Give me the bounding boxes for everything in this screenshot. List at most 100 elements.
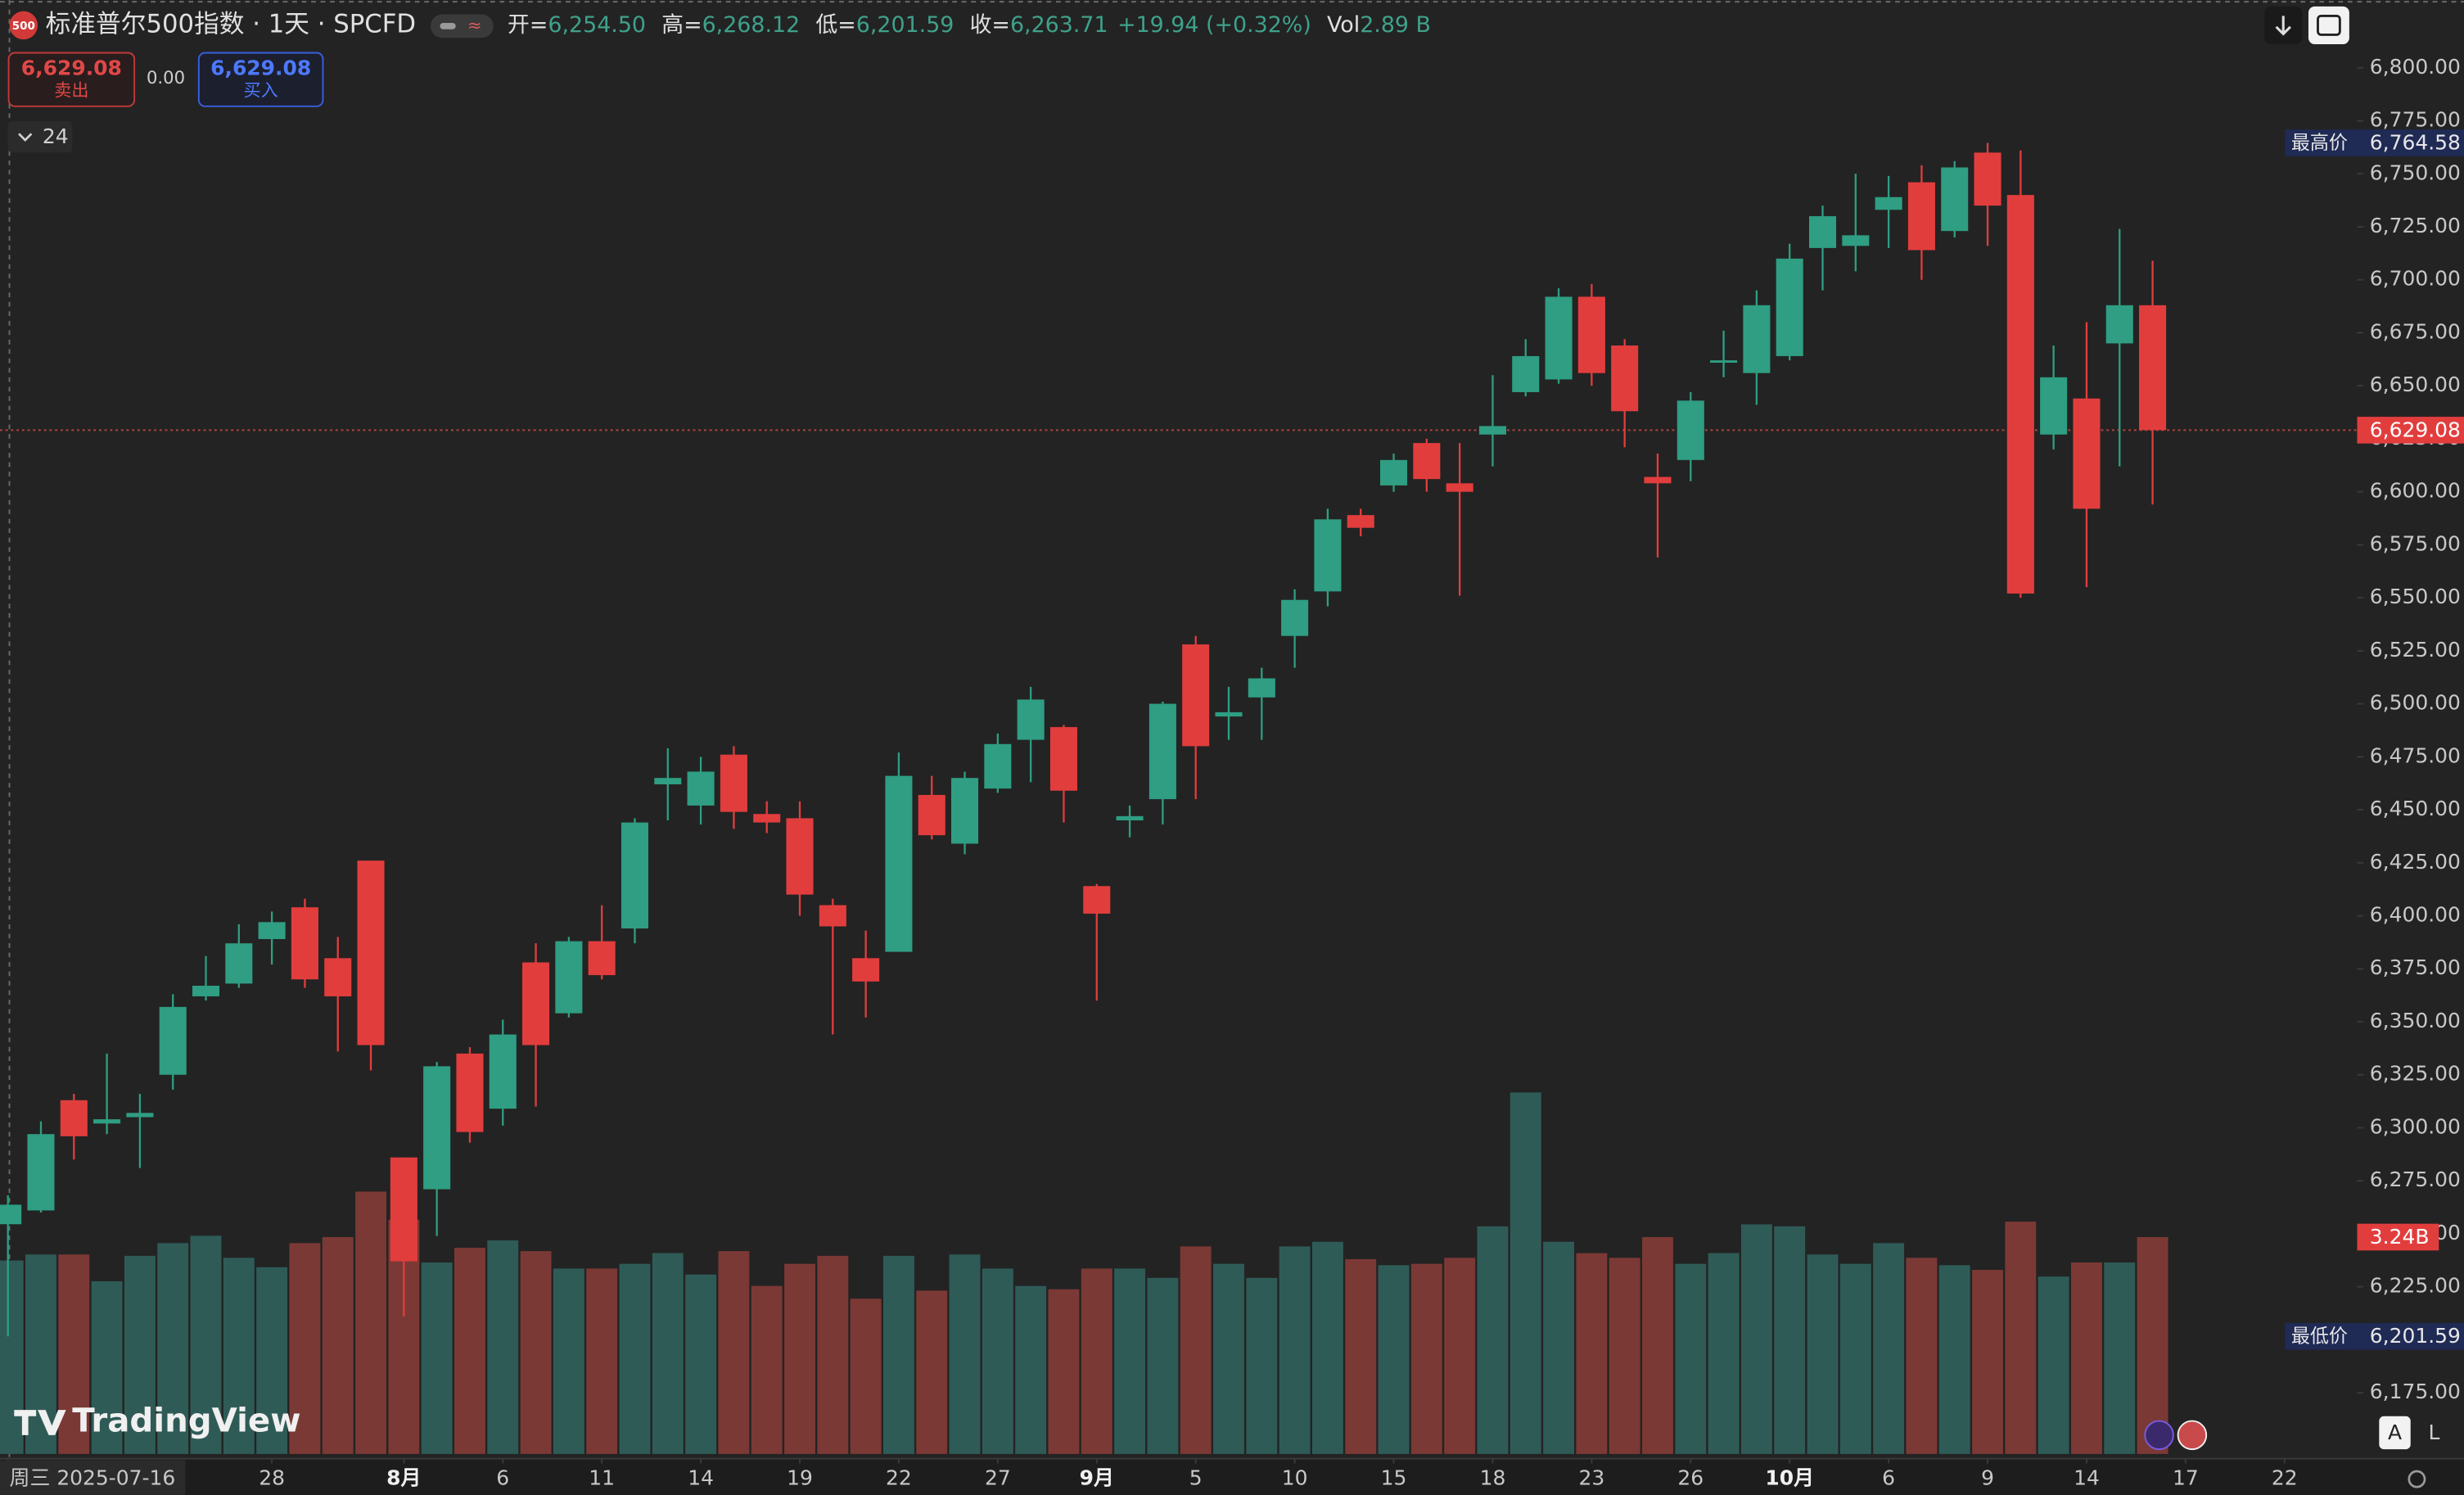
vol-value: 2.89 B xyxy=(1360,11,1431,37)
volume-bar xyxy=(487,1240,519,1454)
candle-body xyxy=(1413,443,1441,480)
volume-bar xyxy=(190,1235,222,1454)
candle-body xyxy=(1215,711,1243,717)
volume-tag xyxy=(2357,1223,2439,1251)
volume-bar xyxy=(1543,1241,1575,1454)
volume-bar xyxy=(0,1260,24,1454)
volume-bar xyxy=(2038,1276,2069,1454)
y-tick-label: 6,450.00 xyxy=(2370,797,2461,820)
volume-bar xyxy=(1675,1263,1707,1454)
candle-body xyxy=(27,1134,55,1211)
y-tick-label: 6,525.00 xyxy=(2370,638,2461,662)
candle-body xyxy=(225,943,253,984)
candle-body xyxy=(0,1204,22,1225)
candle-body xyxy=(753,814,781,823)
x-tick-label: 11 xyxy=(589,1466,615,1490)
fullscreen-button[interactable] xyxy=(2308,6,2349,44)
candle-body xyxy=(2105,305,2133,344)
overlay: 500 标准普尔500指数 · 1天 · SPCFD ≈ 开=6,254.50 高… xyxy=(0,6,2464,1495)
y-tick-label: 6,725.00 xyxy=(2370,214,2461,237)
symbol-badge xyxy=(9,11,38,40)
candle-body xyxy=(60,1100,88,1136)
x-tick-label: 周三 2025-07-16 xyxy=(10,1466,176,1490)
buy-button[interactable] xyxy=(197,52,324,107)
download-icon xyxy=(2275,16,2291,36)
candle-body xyxy=(1875,196,1902,210)
y-tick-label: 6,500.00 xyxy=(2370,691,2461,715)
volume-tag-label: 3.24B xyxy=(2370,1225,2430,1249)
volume-bar xyxy=(718,1251,750,1454)
volume-bar xyxy=(289,1243,321,1454)
candle-body xyxy=(1710,360,1738,364)
volume-bar xyxy=(322,1236,354,1454)
volume-bar xyxy=(1114,1268,1146,1454)
candle-body xyxy=(621,822,649,929)
y-tick-label: 6,600.00 xyxy=(2370,479,2461,503)
x-tick-label: 6 xyxy=(496,1466,509,1490)
market-status[interactable] xyxy=(430,14,494,38)
candle-body xyxy=(1446,483,1473,492)
volume-bar xyxy=(256,1267,288,1454)
volume-bar xyxy=(1410,1263,1442,1454)
candle-body xyxy=(522,962,550,1046)
candle-body xyxy=(588,941,616,976)
ohlc-value: 6,201.59 xyxy=(856,11,954,37)
indicator-toggle[interactable] xyxy=(7,121,73,153)
volume-bar xyxy=(1609,1258,1640,1454)
price-tag-value: 6,201.59 xyxy=(2370,1324,2461,1348)
symbol-title[interactable]: 标准普尔500指数 · 1天 · SPCFD xyxy=(46,9,416,38)
candle-body xyxy=(1182,644,1210,747)
ohlc-value: 6,268.12 xyxy=(702,11,801,37)
volume-bar xyxy=(1279,1246,1311,1454)
candle-body xyxy=(1049,727,1077,791)
candle-body xyxy=(1941,167,1969,232)
y-tick-label: 6,550.00 xyxy=(2370,585,2461,608)
volume-bar xyxy=(1444,1258,1476,1454)
candle-body xyxy=(1083,886,1111,914)
x-tick-label: 10月 xyxy=(1765,1466,1814,1490)
volume-bar xyxy=(454,1248,485,1454)
volume-bar xyxy=(1807,1254,1839,1454)
candle-body xyxy=(1842,235,1870,246)
candle-body xyxy=(1677,400,1704,460)
volume-bar xyxy=(1147,1277,1179,1454)
volume-bar xyxy=(2104,1262,2136,1454)
settings-icon[interactable] xyxy=(2408,1470,2426,1488)
logo-text[interactable]: TradingView xyxy=(72,1401,300,1439)
candle-body xyxy=(489,1034,517,1109)
candle-body xyxy=(951,778,979,844)
x-tick-label: 5 xyxy=(1189,1466,1203,1490)
event-icon[interactable] xyxy=(2144,1420,2174,1451)
volume-bar xyxy=(1708,1253,1740,1454)
candle-body xyxy=(192,985,220,996)
candle-body xyxy=(1017,699,1045,740)
volume-bar xyxy=(1906,1258,1938,1454)
volume-bar xyxy=(2071,1262,2102,1454)
x-tick-label: 15 xyxy=(1381,1466,1407,1490)
volume-bar xyxy=(784,1263,815,1454)
ohlc-value: 6,263.71 xyxy=(1010,11,1108,37)
sell-button[interactable] xyxy=(7,52,136,107)
candle-body xyxy=(786,818,814,895)
volume-bar xyxy=(520,1251,552,1454)
auto-scale-button[interactable] xyxy=(2379,1416,2411,1450)
country-flag[interactable] xyxy=(2177,1420,2208,1451)
candle-body xyxy=(93,1119,121,1124)
volume-bar xyxy=(1938,1265,1970,1454)
y-tick-label: 6,275.00 xyxy=(2370,1168,2461,1191)
candle-body xyxy=(159,1006,187,1075)
volume-bar xyxy=(652,1253,684,1454)
candle-body xyxy=(324,958,352,996)
volume-bar xyxy=(1972,1270,2003,1454)
x-tick-label: 22 xyxy=(2272,1466,2298,1490)
y-tick-label: 6,300.00 xyxy=(2370,1114,2461,1138)
candle-body xyxy=(1314,519,1342,592)
volume-bar xyxy=(751,1285,783,1454)
candle-body xyxy=(456,1053,484,1132)
x-tick-label: 26 xyxy=(1677,1466,1704,1490)
log-scale-label[interactable]: L xyxy=(2429,1420,2440,1444)
time-axis-band xyxy=(0,1458,2464,1495)
candle-body xyxy=(852,958,880,982)
candle-body xyxy=(819,905,846,927)
chevron xyxy=(18,133,33,142)
